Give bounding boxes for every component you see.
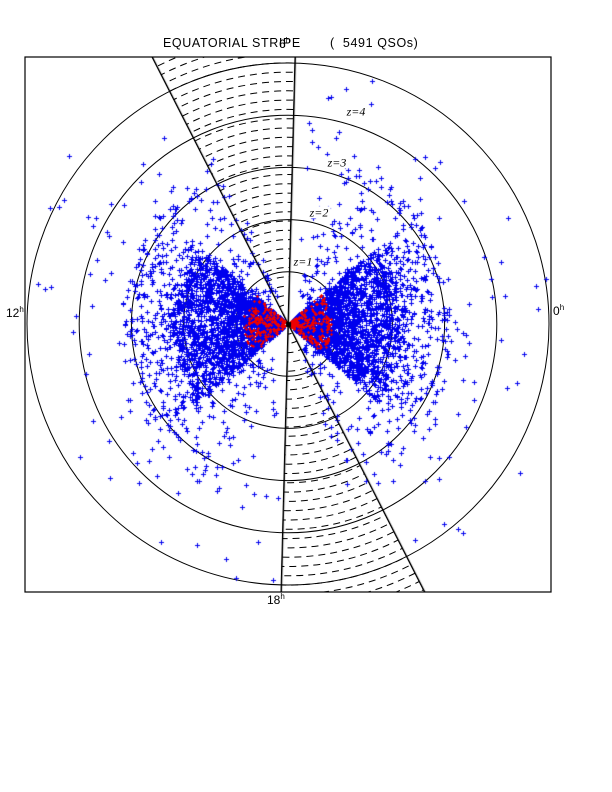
ring-label-z2: z=2: [307, 205, 331, 220]
ra-label-12h: 12h: [6, 305, 24, 321]
plot-title-count: ( 5491 QSOs): [330, 36, 419, 50]
ring-label-z4: z=4: [344, 104, 368, 119]
ring-label-z1: z=1: [291, 254, 315, 269]
plot-title: EQUATORIAL STRIPE: [163, 36, 301, 50]
ra-label-6h: 6h: [279, 36, 291, 52]
ring-label-z3: z=3: [325, 155, 349, 170]
ra-label-0h: 0h: [553, 303, 565, 319]
ra-label-18h: 18h: [267, 592, 285, 608]
